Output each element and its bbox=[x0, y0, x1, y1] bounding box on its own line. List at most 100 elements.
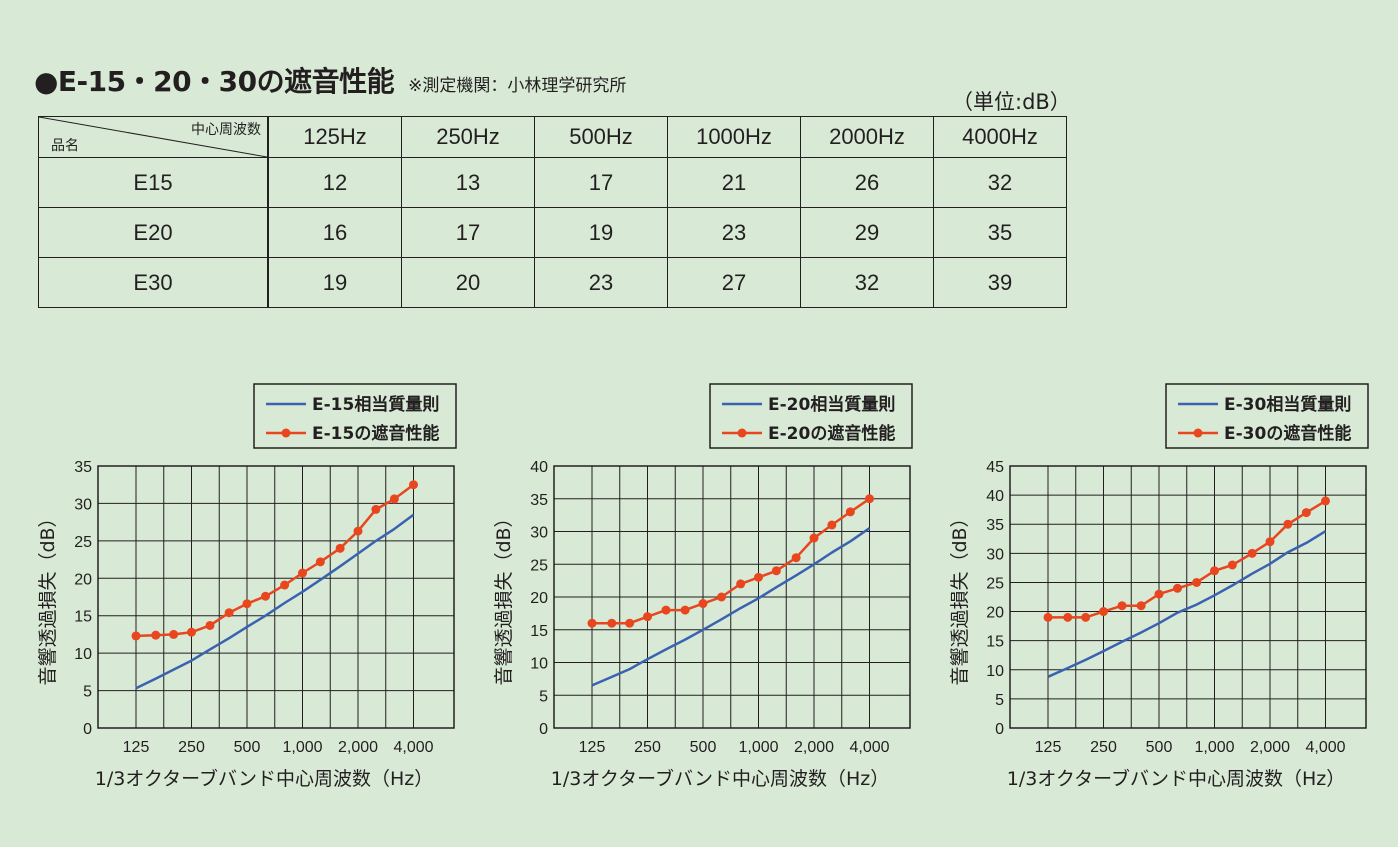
legend-label: E-30相当質量則 bbox=[1224, 394, 1351, 415]
y-tick-label: 20 bbox=[74, 571, 92, 588]
corner-label-product: 品名 bbox=[51, 138, 79, 154]
table-cell: 13 bbox=[401, 157, 535, 208]
legend-marker bbox=[737, 428, 747, 438]
data-point bbox=[1154, 589, 1164, 599]
table-cell: 20 bbox=[401, 257, 535, 308]
data-point bbox=[625, 618, 635, 628]
data-point bbox=[1136, 601, 1146, 611]
legend-label: E-20相当質量則 bbox=[768, 394, 895, 415]
y-tick-label: 0 bbox=[539, 721, 548, 738]
table-cell: 39 bbox=[933, 257, 1067, 308]
data-point bbox=[1192, 577, 1202, 587]
data-point bbox=[1227, 560, 1237, 570]
column-header: 125Hz bbox=[267, 116, 402, 158]
data-point bbox=[1173, 583, 1183, 593]
data-point bbox=[809, 533, 819, 543]
column-header: 2000Hz bbox=[800, 116, 934, 158]
y-tick-label: 5 bbox=[83, 684, 92, 701]
data-point bbox=[1247, 548, 1257, 558]
data-point bbox=[187, 627, 196, 637]
x-tick-label: 4,000 bbox=[849, 739, 889, 756]
legend-box bbox=[709, 383, 913, 449]
y-tick-label: 5 bbox=[995, 692, 1004, 709]
y-tick-label: 15 bbox=[986, 634, 1004, 651]
corner-cell: 中心周波数 品名 bbox=[38, 116, 269, 158]
y-tick-label: 0 bbox=[995, 721, 1004, 738]
plot-frame bbox=[1009, 465, 1367, 729]
y-axis-title: 音響透過損失（dB） bbox=[37, 508, 59, 685]
data-point bbox=[409, 480, 418, 490]
legend-label: E-30の遮音性能 bbox=[1224, 423, 1351, 444]
column-header: 4000Hz bbox=[933, 116, 1067, 158]
data-point bbox=[353, 526, 363, 536]
table-cell: 17 bbox=[401, 207, 535, 258]
x-tick-label: 4,000 bbox=[1305, 739, 1345, 756]
chart-e20-svg: E-20相当質量則 E-20の遮音性能 0 5 10 15 20 25 30 35 40 125 250… bbox=[493, 383, 913, 790]
x-axis-title: 1/3オクターブバンド中心周波数（Hz） bbox=[95, 767, 434, 790]
data-point bbox=[587, 618, 597, 628]
data-point bbox=[169, 629, 179, 639]
y-tick-label: 35 bbox=[986, 517, 1004, 534]
y-tick-label: 40 bbox=[986, 488, 1004, 505]
x-tick-label: 4,000 bbox=[393, 739, 433, 756]
legend-label: E-20の遮音性能 bbox=[768, 423, 895, 444]
y-tick-label: 20 bbox=[530, 590, 548, 607]
data-point bbox=[643, 612, 652, 622]
x-tick-label: 1,000 bbox=[1194, 739, 1234, 756]
series-line-mass-law bbox=[135, 513, 415, 690]
data-point bbox=[205, 620, 215, 630]
row-name: E15 bbox=[38, 157, 269, 208]
table-cell: 19 bbox=[534, 207, 668, 258]
chart-e30-svg: E-30相当質量則 E-30の遮音性能 0 5 10 15 20 25 30 35 40 45 125 2… bbox=[949, 383, 1369, 790]
table-row: E30 19 20 23 27 32 39 bbox=[38, 257, 1067, 308]
table-cell: 27 bbox=[667, 257, 801, 308]
legend-box bbox=[253, 383, 457, 449]
table-header-row: 中心周波数 品名 125Hz 250Hz 500Hz 1000Hz 2000Hz… bbox=[38, 116, 1067, 158]
y-tick-label: 10 bbox=[74, 646, 92, 663]
y-tick-label: 10 bbox=[530, 656, 548, 673]
table-cell: 26 bbox=[800, 157, 934, 208]
x-tick-label: 2,000 bbox=[338, 739, 378, 756]
y-tick-label: 30 bbox=[986, 546, 1004, 563]
table-cell: 29 bbox=[800, 207, 934, 258]
table-cell: 12 bbox=[267, 157, 402, 208]
legend-label: E-15相当質量則 bbox=[312, 394, 439, 415]
legend-marker bbox=[1193, 428, 1203, 438]
series-line-mass-law bbox=[1047, 530, 1327, 678]
data-point bbox=[1301, 508, 1311, 518]
data-point bbox=[680, 605, 690, 615]
data-point bbox=[791, 553, 801, 563]
y-tick-label: 15 bbox=[74, 609, 92, 626]
table-row: E20 16 17 19 23 29 35 bbox=[38, 207, 1067, 258]
legend-label: E-15の遮音性能 bbox=[312, 423, 439, 444]
x-tick-label: 2,000 bbox=[1250, 739, 1290, 756]
unit-label: （単位:dB） bbox=[952, 90, 1071, 114]
y-tick-label: 30 bbox=[530, 525, 548, 542]
chart-legend: E-15相当質量則 E-15の遮音性能 bbox=[253, 383, 457, 449]
data-point bbox=[224, 608, 234, 618]
measurement-note: ※測定機関：小林理学研究所 bbox=[408, 76, 627, 96]
data-point bbox=[736, 579, 746, 589]
y-tick-label: 25 bbox=[74, 534, 92, 551]
x-tick-label: 250 bbox=[1090, 739, 1117, 756]
chart-e30: E-30相当質量則 E-30の遮音性能 0 5 10 15 20 25 30 35 40 45 125 2… bbox=[932, 383, 1372, 804]
data-point bbox=[151, 630, 161, 640]
y-tick-label: 45 bbox=[986, 459, 1004, 476]
data-point bbox=[827, 520, 837, 530]
data-point bbox=[1283, 519, 1293, 529]
column-header: 500Hz bbox=[534, 116, 668, 158]
data-point bbox=[261, 591, 271, 601]
data-point bbox=[371, 504, 381, 514]
table-cell: 17 bbox=[534, 157, 668, 208]
corner-diagonal bbox=[39, 117, 267, 157]
y-tick-label: 30 bbox=[74, 496, 92, 513]
x-tick-label: 250 bbox=[634, 739, 661, 756]
x-tick-label: 250 bbox=[178, 739, 205, 756]
x-tick-label: 1,000 bbox=[738, 739, 778, 756]
y-tick-label: 15 bbox=[530, 623, 548, 640]
y-tick-label: 40 bbox=[530, 459, 548, 476]
column-header: 250Hz bbox=[401, 116, 535, 158]
series-line-mass-law bbox=[591, 527, 871, 687]
x-tick-label: 500 bbox=[690, 739, 717, 756]
data-point bbox=[845, 507, 855, 517]
